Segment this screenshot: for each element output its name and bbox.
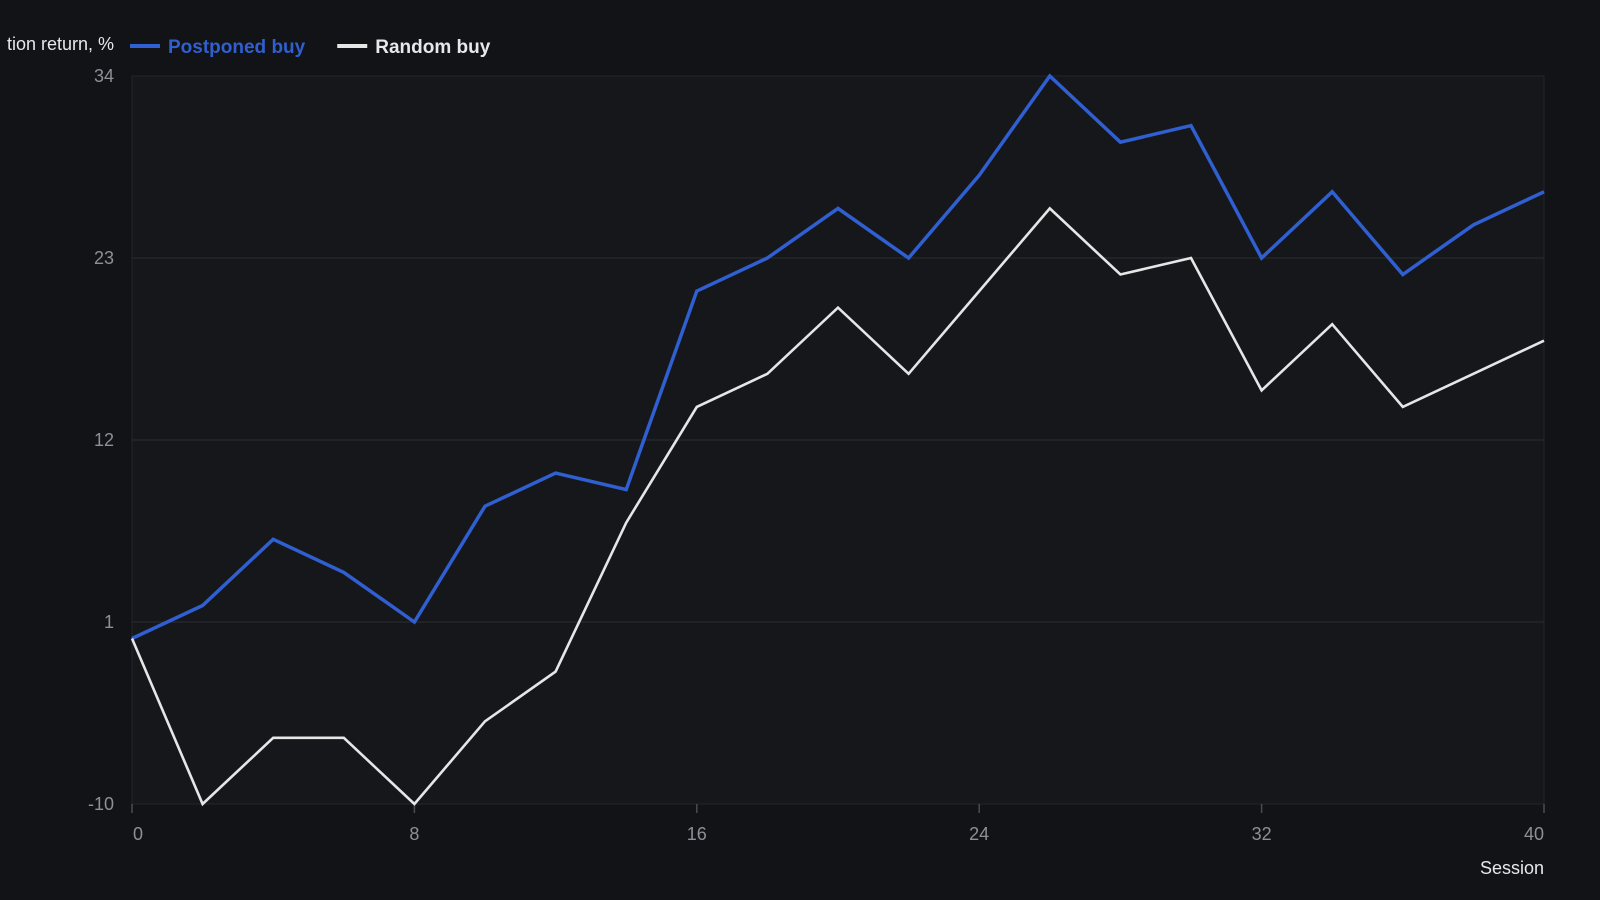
plot-border	[131, 75, 1545, 805]
series-line-random-buy	[130, 206, 1545, 807]
axes: -10 1 12 23 34 0 8 16 24 32 40 Session tion return, …	[7, 34, 1545, 878]
y-tick-label: 12	[94, 430, 114, 450]
series-line-postponed-buy	[131, 73, 1545, 641]
grid-lines	[131, 75, 1545, 805]
legend-label[interactable]: Postponed buy	[168, 37, 306, 58]
y-tick-label: 23	[94, 248, 114, 268]
y-tick-label: 34	[94, 66, 114, 86]
y-tick-label: -10	[88, 794, 114, 814]
x-tick-label: 8	[409, 824, 419, 844]
x-tick-label: 0	[133, 824, 143, 844]
series-lines	[130, 73, 1545, 807]
legend: Postponed buy Random buy	[130, 37, 491, 58]
x-tick-label: 32	[1252, 824, 1272, 844]
legend-label[interactable]: Random buy	[375, 37, 490, 58]
y-axis-title: tion return, %	[7, 34, 114, 54]
x-tick-label: 24	[969, 824, 989, 844]
x-axis-title: Session	[1480, 858, 1544, 878]
x-tick-label: 16	[687, 824, 707, 844]
y-tick-label: 1	[104, 612, 114, 632]
x-tick-label: 40	[1524, 824, 1544, 844]
